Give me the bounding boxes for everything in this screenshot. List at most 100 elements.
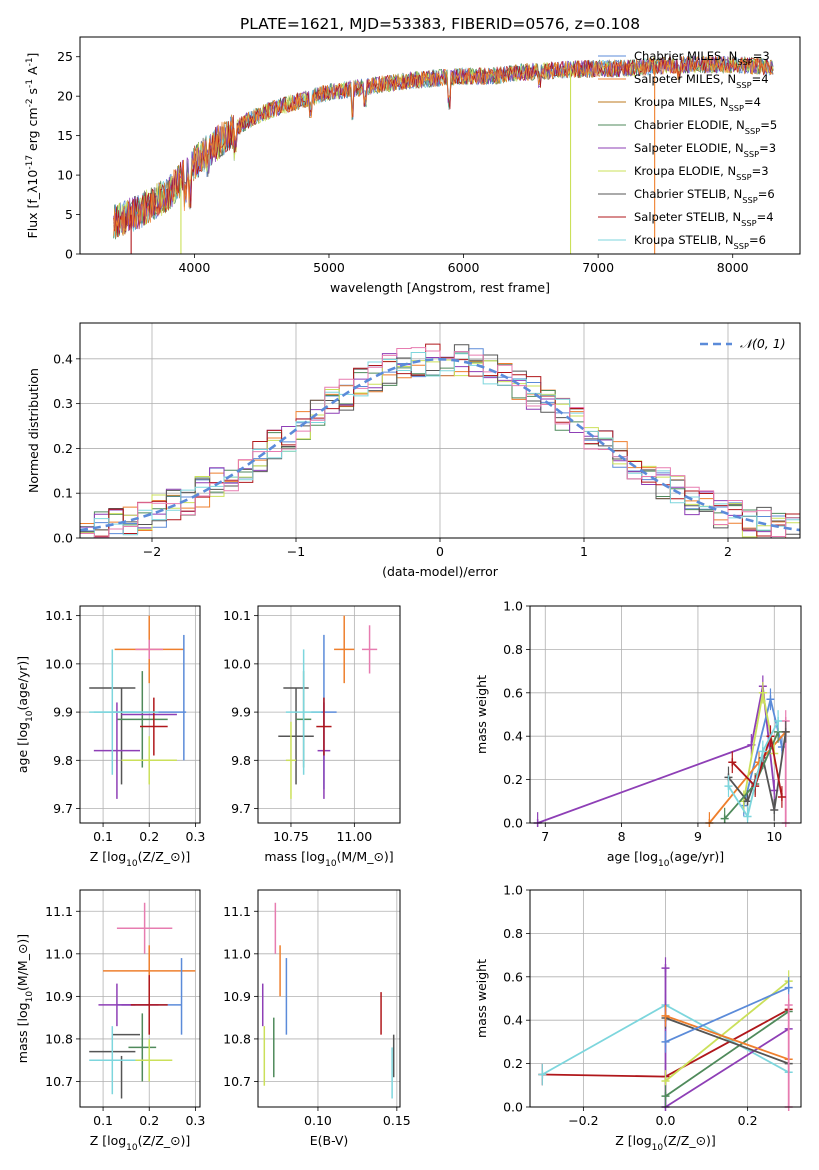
y-tick-label: 0: [65, 247, 73, 262]
mass_vs_Z-axes: 0.1 0.2 0.3 10.7 10.8 10.9 11.0 11.1 Z [log10(Z/…: [15, 890, 205, 1153]
y-tick-label: 9.9: [53, 705, 73, 720]
legend-label: Kroupa MILES, NSSP=4: [634, 95, 761, 113]
mass_vs_Z-xlabel: Z [log10(Z/Z_⊙)]: [90, 1133, 191, 1153]
spectrum-lines: [113, 55, 774, 254]
weight-line: [664, 1010, 790, 1097]
y-tick-label: 0.6: [503, 969, 523, 984]
y-tick-label: 0.2: [53, 441, 73, 456]
age_vs_mass-axes: 10.75 11.00 9.7 9.8 9.9 10.0 10.1 mass [log10(M…: [223, 606, 400, 869]
y-tick-label: 11.0: [45, 946, 73, 961]
y-tick-label: 10.0: [223, 656, 251, 671]
y-tick-label: 9.8: [53, 753, 73, 768]
y-tick-label: 0.4: [53, 351, 73, 366]
mass_vs_ebv-axes: 0.10 0.15 10.7 10.8 10.9 11.0 11.1 E(B-V): [223, 890, 411, 1148]
normal-curve: [80, 357, 800, 532]
x-tick-label: 7000: [582, 260, 614, 275]
massweight_vs_Z-ylabel: mass weight: [474, 959, 489, 1038]
y-tick-label: 10.9: [45, 989, 73, 1004]
y-tick-label: 10.0: [45, 656, 73, 671]
x-tick-label: −2: [143, 544, 161, 559]
spectrum-ylabel: Flux [f_λ10-17 erg cm-2 s-1 A-1]: [25, 53, 40, 239]
x-tick-label: 0.0: [656, 1113, 676, 1128]
age_vs_mass-xlabel: mass [log10(M/M_⊙)]: [264, 849, 393, 869]
x-tick-label: 0.1: [93, 1113, 113, 1128]
legend-label: Chabrier ELODIE, NSSP=5: [634, 118, 777, 136]
x-tick-label: 9: [694, 829, 702, 844]
y-tick-label: 0.4: [503, 1013, 523, 1028]
weight-line: [665, 986, 790, 1043]
spectrum-frame: [79, 36, 801, 255]
legend-label: Salpeter STELIB, NSSP=4: [634, 210, 774, 228]
legend-label: Chabrier MILES, NSSP=3: [634, 49, 770, 67]
y-tick-label: 1.0: [503, 599, 523, 614]
y-tick-label: 0.4: [503, 729, 523, 744]
residual_hist-frame: [79, 322, 801, 539]
legend-label: Kroupa STELIB, NSSP=6: [634, 233, 766, 251]
legend-label: Chabrier STELIB, NSSP=6: [634, 187, 775, 205]
figure-title: PLATE=1621, MJD=53383, FIBERID=0576, z=0…: [240, 15, 640, 33]
y-tick-label: 5: [65, 207, 73, 222]
massweight_vs_Z-xlabel: Z [log10(Z/Z_⊙)]: [615, 1133, 716, 1153]
weight-line: [665, 1015, 789, 1061]
x-tick-label: 7: [541, 829, 549, 844]
y-tick-label: 15: [57, 128, 73, 143]
y-tick-label: 0.8: [503, 926, 523, 941]
massweight_vs_Z-frame: [529, 889, 802, 1108]
age_vs_mass-errorbars: [278, 615, 378, 799]
mass_vs_Z-errorbars: [89, 902, 196, 1099]
x-tick-label: −0.2: [568, 1113, 598, 1128]
y-tick-label: 0.3: [53, 396, 73, 411]
x-tick-label: 0.3: [185, 1113, 205, 1128]
x-tick-label: 0.2: [139, 829, 159, 844]
age_vs_Z-errorbars: [89, 615, 187, 799]
x-tick-label: 10: [766, 829, 782, 844]
y-tick-label: 0.8: [503, 642, 523, 657]
massweight_vs_Z-axes: −0.2 0.0 0.2 0.0 0.2 0.4 0.6 0.8 1.0 Z [log10(Z/Z…: [474, 883, 801, 1153]
y-tick-label: 0.0: [503, 816, 523, 831]
x-tick-label: 1: [580, 544, 588, 559]
massweight_vs_age-frame: [529, 605, 802, 824]
x-tick-label: 0.10: [304, 1113, 332, 1128]
y-tick-label: 11.0: [223, 946, 251, 961]
y-tick-label: 1.0: [503, 883, 523, 898]
weight-line: [664, 980, 790, 1082]
y-tick-label: 10.8: [45, 1031, 73, 1046]
mass_vs_Z-ylabel: mass [log10(M/M_⊙)]: [15, 934, 35, 1063]
mass_vs_Z-frame: [79, 889, 201, 1108]
x-tick-label: 0.2: [738, 1113, 758, 1128]
spectrum-series-1: [113, 55, 774, 238]
age_vs_Z-axes: 0.1 0.2 0.3 9.7 9.8 9.9 10.0 10.1 Z [log10(Z/Z_⊙…: [15, 606, 205, 869]
x-tick-label: 0.15: [383, 1113, 411, 1128]
legend-label: 𝒩(0, 1): [740, 336, 786, 351]
massweight_vs_age-xlabel: age [log10(age/yr)]: [607, 849, 724, 869]
y-tick-label: 0.1: [53, 486, 73, 501]
x-tick-label: 0: [436, 544, 444, 559]
x-tick-label: 0.2: [139, 1113, 159, 1128]
massweight_vs_age-axes: 7 8 9 10 0.0 0.2 0.4 0.6 0.8 1.0 age [log10(age/yr…: [474, 599, 801, 869]
x-tick-label: 8000: [717, 260, 749, 275]
y-tick-label: 0.6: [503, 685, 523, 700]
weight-line: [727, 720, 779, 819]
spectrum-axes: 4000 5000 6000 7000 8000 0 5 10 15 20 25 wavelength…: [25, 49, 749, 295]
histogram-steps: [80, 343, 800, 538]
y-tick-label: 11.1: [223, 904, 251, 919]
y-tick-label: 9.8: [231, 753, 251, 768]
y-tick-label: 10.7: [45, 1074, 73, 1089]
mass_vs_ebv-frame: [257, 889, 401, 1108]
massweight_vs_age-lines: [533, 675, 790, 827]
y-tick-label: 9.9: [231, 705, 251, 720]
x-tick-label: 10.75: [273, 829, 309, 844]
y-tick-label: 0.0: [53, 531, 73, 546]
age_vs_Z-xlabel: Z [log10(Z/Z_⊙)]: [90, 849, 191, 869]
age_vs_Z-frame: [79, 605, 201, 824]
age_vs_Z-ylabel: age [log10(age/yr)]: [15, 656, 35, 773]
legend-label: Kroupa ELODIE, NSSP=3: [634, 164, 769, 182]
y-tick-label: 10.1: [223, 608, 251, 623]
residual_hist-ylabel: Normed distribution: [26, 368, 41, 493]
y-tick-label: 10.1: [45, 608, 73, 623]
y-tick-label: 11.1: [45, 904, 73, 919]
y-tick-label: 9.7: [53, 801, 73, 816]
massweight_vs_age-ylabel: mass weight: [474, 675, 489, 754]
spectrum-legend: Chabrier MILES, NSSP=3 Salpeter MILES, NS…: [598, 49, 777, 251]
